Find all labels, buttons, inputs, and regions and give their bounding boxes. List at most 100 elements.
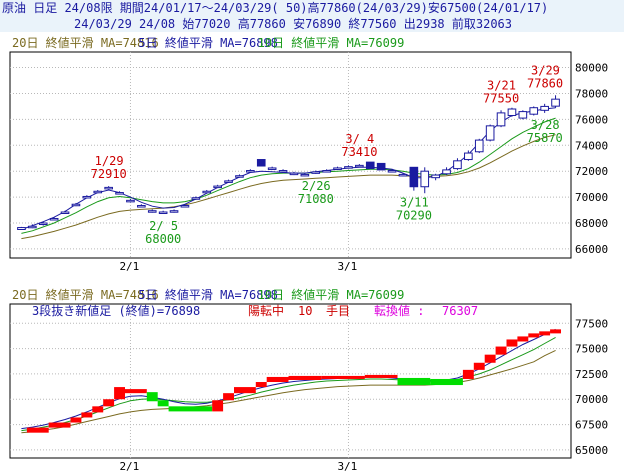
newprice-box [506, 339, 518, 347]
y-tick-label: 74000 [575, 139, 608, 152]
annotation-value: 68000 [145, 232, 181, 246]
newprice-box [528, 333, 540, 338]
candle [246, 170, 255, 173]
newprice-box [495, 346, 507, 355]
candle [104, 186, 113, 190]
annotation-value: 77860 [527, 76, 563, 90]
newprice-panel: 65000 67500 70000 72500 75000 77500 2/1 3/1 20日 … [9, 287, 608, 473]
candle [551, 98, 560, 107]
candle [540, 105, 549, 111]
legend-ma10: 10日 終値平滑 MA=76099 [258, 287, 405, 302]
candle [311, 171, 321, 174]
candle [17, 227, 26, 230]
newprice-panel-frame [9, 303, 572, 459]
newprice-box [168, 406, 213, 412]
candle [169, 210, 179, 213]
newprice-box [321, 375, 365, 379]
candle [496, 112, 506, 127]
newprice-box [103, 399, 115, 407]
annotation-date: 2/ 5 [149, 219, 178, 233]
annotation-value: 73410 [341, 145, 377, 159]
candle [442, 169, 451, 175]
legend-ma5: 5日 終値平滑 MA=76898 [138, 287, 277, 302]
x-tick-label: 2/1 [119, 260, 139, 273]
newprice-box [473, 362, 485, 370]
candle [235, 175, 244, 178]
candle [398, 173, 408, 177]
newprice-box [550, 329, 561, 334]
info-state: 陽転中 [248, 303, 284, 318]
candle [256, 159, 266, 167]
newprice-box [212, 400, 224, 412]
candle [115, 192, 124, 195]
newprice-box [146, 392, 158, 402]
annotation-date: 3/21 [487, 78, 516, 92]
newprice-box [26, 427, 49, 433]
y-tick-label: 77500 [575, 317, 608, 330]
candle [420, 170, 430, 188]
ma20-line [21, 134, 556, 240]
x-tick-label: 3/1 [337, 460, 357, 473]
ma20-line [21, 349, 556, 434]
candle [485, 125, 495, 141]
newprice-box [364, 374, 398, 378]
y-tick-label: 72500 [575, 368, 608, 381]
annotation-value: 71080 [298, 192, 334, 206]
candlestick-panel: 66000 68000 70000 72000 74000 76000 78000 80000… [9, 35, 608, 273]
newprice-box [266, 376, 289, 383]
y-tick-label: 75000 [575, 343, 608, 356]
candle [322, 170, 331, 173]
x-tick-label: 3/1 [337, 260, 357, 273]
newprice-box [462, 369, 474, 379]
candle [300, 173, 310, 177]
candle [147, 210, 157, 213]
newprice-box [125, 389, 147, 394]
newprice-box [539, 331, 551, 336]
candle [529, 107, 539, 115]
newprice-box [288, 375, 322, 380]
newprice-box [484, 354, 496, 363]
candle [289, 172, 299, 176]
candle [376, 162, 386, 171]
candle [355, 164, 364, 168]
candle [49, 217, 59, 221]
newprice-box [234, 387, 256, 394]
header-line-2: 24/03/29 24/08 始77020 高77860 安76890 終775… [0, 16, 624, 32]
newprice-box [92, 406, 104, 413]
header-title: 原油 日足 24/08限 期間24/01/17～24/03/29( 50)高77… [2, 1, 549, 15]
y-tick-label: 66000 [575, 243, 608, 256]
candle [464, 152, 473, 161]
candle [28, 225, 37, 229]
y-tick-label: 80000 [575, 62, 608, 75]
info-count-unit: 手目 [326, 304, 350, 318]
candle [365, 161, 375, 170]
candle [267, 167, 277, 170]
newprice-box [397, 377, 431, 386]
y-tick-label: 67500 [575, 419, 608, 432]
header-ohlc: 24/03/29 24/08 始77020 高77860 安76890 終775… [74, 17, 513, 31]
candle [158, 211, 168, 215]
annotation-date: 3/29 [531, 63, 560, 77]
newprice-box [223, 393, 234, 401]
newprice-box [430, 378, 463, 386]
x-tick-label: 2/1 [119, 460, 139, 473]
info-title: 3段抜き新値足 (終値)=76898 [32, 303, 200, 318]
y-tick-label: 70000 [575, 191, 608, 204]
candle [344, 166, 353, 169]
annotation-value: 70290 [396, 209, 432, 223]
newprice-box [70, 417, 82, 423]
y-tick-label: 72000 [575, 165, 608, 178]
annotation-date: 3/11 [400, 196, 429, 210]
y-tick-label: 76000 [575, 113, 608, 126]
newprice-box [48, 422, 71, 428]
candle [431, 174, 440, 179]
legend-ma20: 20日 終値平滑 MA=74816 [12, 287, 159, 302]
candle [387, 170, 397, 173]
annotation-date: 2/26 [302, 179, 331, 193]
candle [82, 195, 92, 199]
candle [409, 166, 419, 188]
y-tick-label: 68000 [575, 217, 608, 230]
info-turn-label: 転換値 : [374, 303, 424, 318]
newprice-box [157, 400, 169, 407]
